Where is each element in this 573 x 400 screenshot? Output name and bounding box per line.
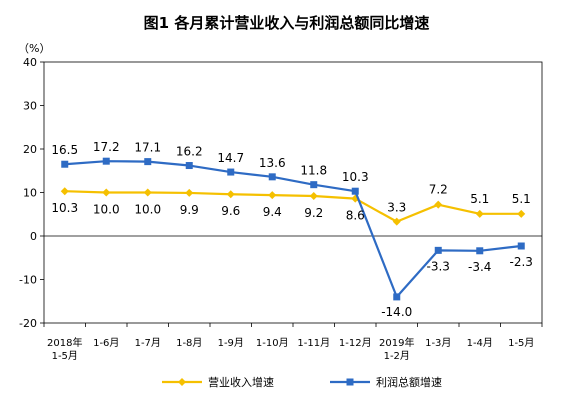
series-2-point — [268, 173, 276, 181]
x-tick-label: 1-6月 — [93, 337, 119, 349]
y-tick-label: 0 — [30, 230, 37, 243]
legend-marker-2 — [346, 378, 354, 386]
revenue-data-label: 8.6 — [346, 209, 365, 223]
revenue-data-label: 9.6 — [221, 204, 240, 218]
series-1-point — [309, 191, 318, 200]
series-1-point — [60, 187, 69, 196]
series-line-2 — [64, 160, 522, 298]
series-2-point — [517, 242, 525, 250]
series-2-point — [310, 181, 318, 189]
series-2-point — [393, 293, 401, 301]
x-tick-label: 1-2月 — [384, 350, 410, 362]
x-tick-label: 1-5月 — [52, 350, 78, 362]
series-1-point — [434, 200, 443, 209]
x-tick-label: 1-4月 — [467, 337, 493, 349]
series-2-point — [102, 157, 110, 165]
revenue-data-label: 10.0 — [134, 203, 161, 217]
x-tick-label: 1-5月 — [508, 337, 534, 349]
revenue-data-label: 5.1 — [470, 192, 489, 206]
revenue-data-label: 9.9 — [180, 203, 199, 217]
series-1-point — [102, 188, 111, 197]
profit-data-label: 16.2 — [176, 145, 203, 159]
x-tick-label: 1-10月 — [256, 337, 289, 349]
series-2-point — [227, 168, 235, 176]
profit-data-label: 10.3 — [342, 170, 369, 184]
revenue-data-label: 3.3 — [387, 201, 406, 215]
series-1-point — [475, 209, 484, 218]
revenue-data-label: 5.1 — [512, 192, 531, 206]
y-tick-label: -20 — [19, 317, 37, 330]
profit-data-label: 11.8 — [300, 164, 327, 178]
legend-label: 利润总额增速 — [376, 375, 442, 389]
series-2-point — [434, 246, 442, 254]
chart-title: 图1 各月累计营业收入与利润总额同比增速 — [143, 14, 430, 32]
x-tick-label: 1-7月 — [135, 337, 161, 349]
series-1-point — [268, 191, 277, 200]
y-tick-label: 10 — [23, 187, 37, 200]
series-1-point — [392, 217, 401, 226]
series-2-point — [351, 187, 359, 195]
y-tick-label: 30 — [23, 100, 37, 113]
revenue-data-label: 9.2 — [304, 206, 323, 220]
x-tick-label: 2018年 — [47, 336, 82, 349]
legend-label: 营业收入增速 — [208, 375, 274, 389]
revenue-data-label: 9.4 — [263, 205, 282, 219]
series-1-point — [226, 190, 235, 199]
y-tick-label: 20 — [23, 143, 37, 156]
profit-data-label: 17.1 — [134, 141, 161, 155]
profit-data-label: 16.5 — [51, 143, 78, 157]
series-2-point — [144, 158, 152, 166]
revenue-data-label: 7.2 — [429, 183, 448, 197]
profit-data-label: -3.3 — [427, 259, 450, 273]
revenue-data-label: 10.3 — [51, 201, 78, 215]
x-tick-label: 1-3月 — [425, 337, 451, 349]
series-1-point — [143, 188, 152, 197]
x-tick-label: 1-12月 — [339, 337, 372, 349]
legend-marker-1 — [178, 378, 186, 386]
x-tick-label: 1-11月 — [297, 337, 330, 349]
series-line-1 — [64, 190, 522, 223]
series-2-point — [476, 247, 484, 255]
profit-data-label: -14.0 — [381, 305, 412, 319]
revenue-data-label: 10.0 — [93, 203, 120, 217]
x-tick-label: 1-9月 — [218, 337, 244, 349]
x-tick-label: 1-8月 — [176, 337, 202, 349]
x-tick-label: 2019年 — [379, 336, 414, 349]
y-tick-label: -10 — [19, 274, 37, 287]
profit-data-label: 17.2 — [93, 140, 120, 154]
profit-data-label: 14.7 — [217, 151, 244, 165]
profit-data-label: -3.4 — [468, 260, 491, 274]
series-2-point — [185, 162, 193, 170]
y-axis-unit: （%） — [18, 42, 51, 55]
y-tick-label: 40 — [23, 56, 37, 69]
series-2-point — [61, 160, 69, 168]
profit-data-label: -2.3 — [510, 255, 533, 269]
series-1-point — [185, 188, 194, 197]
profit-data-label: 13.6 — [259, 156, 286, 170]
series-1-point — [517, 209, 526, 218]
